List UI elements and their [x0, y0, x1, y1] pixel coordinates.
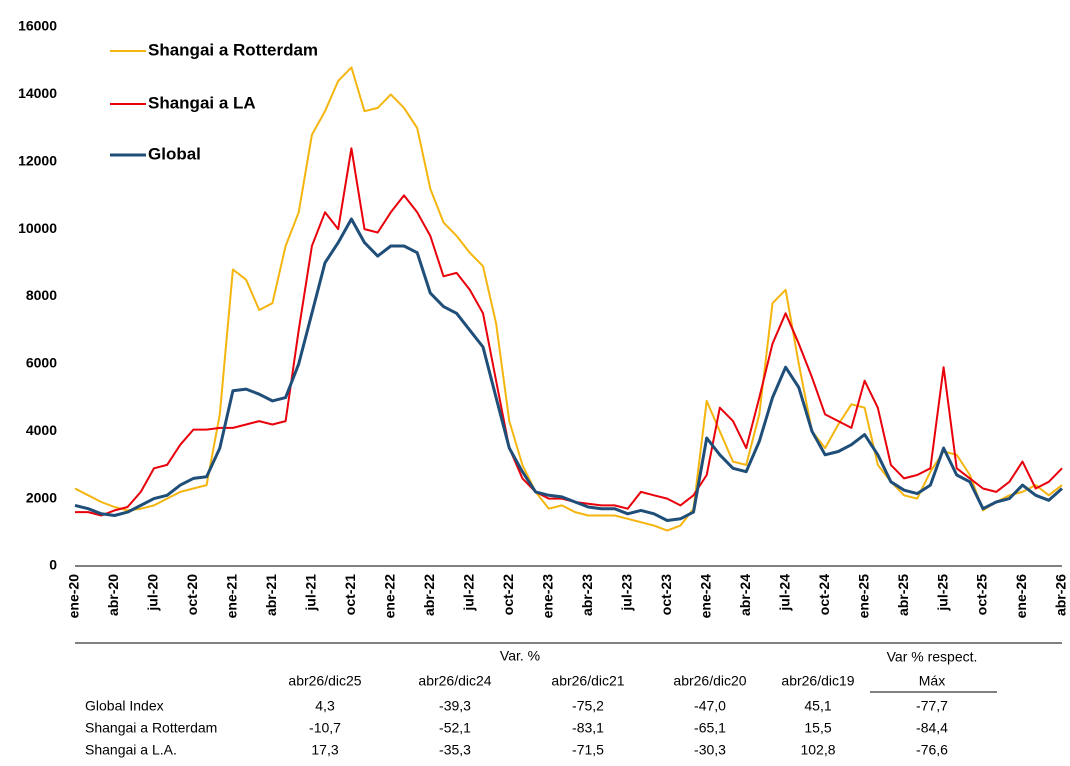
table-row-label: Shangai a L.A.: [85, 742, 177, 758]
legend-label: Shangai a LA: [148, 93, 256, 112]
x-tick-label: ene-21: [224, 574, 240, 619]
table-cell: -47,0: [694, 698, 726, 714]
table-cell: -84,4: [916, 720, 948, 736]
x-tick-label: oct-25: [974, 574, 990, 615]
series-line: [74, 66, 1063, 532]
x-tick-label: jul-20: [145, 574, 161, 612]
legend-label: Shangai a Rotterdam: [148, 40, 318, 59]
legend-label: Global: [148, 144, 201, 163]
x-tick-label: abr-23: [579, 574, 595, 616]
table-row-label: Global Index: [85, 698, 164, 714]
table-cell: -71,5: [572, 742, 604, 758]
table-cell: -39,3: [439, 698, 471, 714]
table-cell: 15,5: [804, 720, 831, 736]
x-tick-label: abr-25: [895, 574, 911, 616]
x-tick-label: abr-20: [105, 574, 121, 616]
table-cell: 45,1: [804, 698, 831, 714]
y-tick-label: 10000: [18, 220, 57, 236]
table-cell: -77,7: [916, 698, 948, 714]
x-tick-label: abr-22: [421, 574, 437, 616]
table-header: Máx: [919, 673, 945, 689]
x-tick-label: ene-25: [855, 574, 871, 619]
x-tick-label: jul-24: [776, 574, 792, 612]
table-cell: -30,3: [694, 742, 726, 758]
x-tick-label: jul-22: [461, 574, 477, 612]
x-tick-label: ene-23: [539, 574, 555, 619]
x-tick-label: abr-24: [737, 574, 753, 616]
y-tick-label: 6000: [26, 355, 57, 371]
x-tick-label: ene-20: [66, 574, 82, 619]
x-tick-label: oct-23: [658, 574, 674, 615]
table-cell: -10,7: [309, 720, 341, 736]
table-row-label: Shangai a Rotterdam: [85, 720, 217, 736]
table-header: abr26/dic25: [288, 673, 361, 689]
table-cell: 4,3: [315, 698, 335, 714]
table-cell: -76,6: [916, 742, 948, 758]
table-cell: -35,3: [439, 742, 471, 758]
table-cell: 17,3: [311, 742, 338, 758]
x-tick-label: oct-20: [184, 574, 200, 615]
table-cell: -75,2: [572, 698, 604, 714]
x-tick-label: jul-23: [618, 574, 634, 612]
y-tick-label: 14000: [18, 85, 57, 101]
table-cell: 102,8: [800, 742, 835, 758]
y-tick-label: 2000: [26, 489, 57, 505]
table-header: abr26/dic24: [418, 673, 491, 689]
x-tick-label: ene-22: [382, 574, 398, 619]
table-cell: -52,1: [439, 720, 471, 736]
y-tick-label: 0: [49, 557, 57, 573]
x-tick-label: abr-21: [263, 574, 279, 616]
x-tick-label: abr-26: [1053, 574, 1069, 616]
y-tick-label: 8000: [26, 287, 57, 303]
table-cell: -83,1: [572, 720, 604, 736]
table-header: abr26/dic20: [673, 673, 746, 689]
x-tick-label: ene-24: [697, 574, 713, 619]
table-header: abr26/dic21: [551, 673, 624, 689]
x-tick-label: jul-21: [303, 574, 319, 612]
table-cell: -65,1: [694, 720, 726, 736]
table-header: abr26/dic19: [781, 673, 854, 689]
y-tick-label: 12000: [18, 152, 57, 168]
x-tick-label: oct-22: [500, 574, 516, 615]
table-group-header: Var. %: [500, 648, 540, 664]
y-tick-label: 16000: [18, 18, 57, 34]
table-header: Var % respect.: [887, 649, 978, 665]
x-tick-label: oct-24: [816, 574, 832, 615]
x-tick-label: oct-21: [342, 574, 358, 615]
x-tick-label: jul-25: [934, 574, 950, 612]
series-line: [75, 147, 1063, 517]
series-line: [74, 217, 1063, 522]
y-tick-label: 4000: [26, 422, 57, 438]
x-tick-label: ene-26: [1013, 574, 1029, 619]
